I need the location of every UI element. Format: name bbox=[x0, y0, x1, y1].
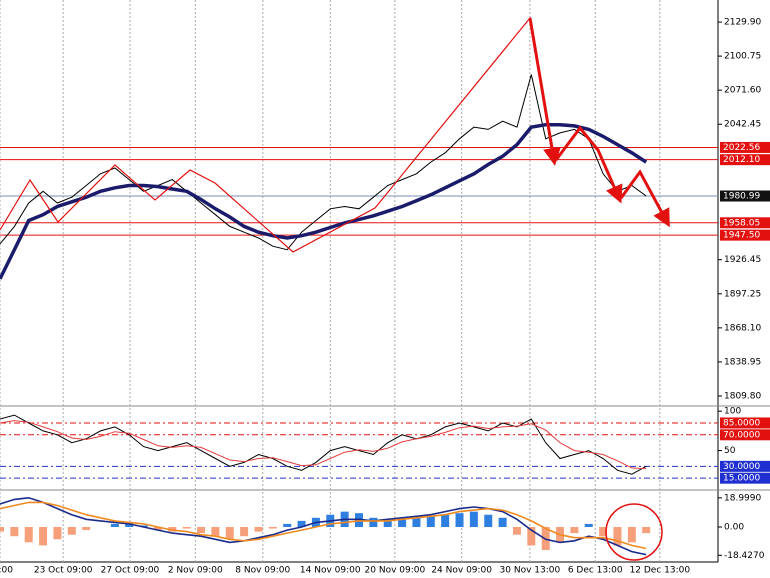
histogram-bar bbox=[412, 517, 421, 527]
level-label-box bbox=[720, 417, 770, 429]
histogram-bar bbox=[0, 527, 4, 532]
histogram-bar bbox=[570, 527, 579, 534]
level-label: 1980.99 bbox=[723, 192, 760, 202]
y-tick-label: 2042.45 bbox=[724, 120, 761, 130]
y-tick-label: 2071.60 bbox=[724, 86, 761, 96]
histogram-bar bbox=[225, 527, 234, 540]
level-label: 1958.05 bbox=[723, 218, 760, 228]
y-tick-label: 0.00 bbox=[724, 523, 744, 533]
y-tick-label: 1838.95 bbox=[724, 357, 761, 367]
level-label-box bbox=[720, 217, 770, 229]
level-label-box bbox=[720, 154, 770, 166]
series-line bbox=[0, 501, 647, 550]
level-label: 2012.10 bbox=[723, 155, 760, 165]
level-label: 30.0000 bbox=[723, 462, 760, 472]
x-tick-label: 12 Dec 13:00 bbox=[630, 566, 691, 576]
x-tick-label: 09:00 bbox=[0, 566, 13, 576]
level-label: 1947.50 bbox=[723, 231, 760, 241]
histogram-bar bbox=[613, 527, 622, 546]
histogram-bar bbox=[153, 527, 162, 531]
histogram-bar bbox=[426, 516, 435, 527]
zigzag bbox=[0, 16, 554, 253]
x-tick-label: 23 Oct 09:00 bbox=[34, 566, 93, 576]
level-label: 70.0000 bbox=[723, 430, 760, 440]
level-label-box bbox=[720, 472, 770, 484]
histogram-bar bbox=[584, 523, 593, 527]
histogram-bar bbox=[197, 527, 206, 534]
highlight-circle bbox=[605, 503, 663, 561]
y-tick-label: 50 bbox=[724, 446, 736, 456]
level-label-box bbox=[720, 141, 770, 153]
series-line bbox=[0, 74, 647, 251]
y-tick-label: 18.9990 bbox=[724, 493, 761, 503]
histogram-bar bbox=[268, 527, 277, 529]
y-tick-label: 2129.90 bbox=[724, 18, 761, 28]
histogram-bar bbox=[527, 527, 536, 546]
x-tick-label: 24 Nov 09:00 bbox=[431, 566, 492, 576]
x-tick-label: 30 Nov 13:00 bbox=[500, 566, 561, 576]
histogram-bar bbox=[369, 517, 378, 527]
histogram-bar bbox=[211, 527, 220, 537]
level-label: 85.0000 bbox=[723, 418, 760, 428]
level-label-box bbox=[720, 460, 770, 472]
histogram-bar bbox=[297, 520, 306, 527]
y-tick-label: -18.4270 bbox=[724, 551, 765, 561]
histogram-bar bbox=[383, 520, 392, 527]
level-label: 2022.56 bbox=[723, 143, 760, 153]
series-line bbox=[0, 420, 647, 470]
y-tick-label: 1868.10 bbox=[724, 323, 761, 333]
level-label-box bbox=[720, 429, 770, 441]
series-line bbox=[0, 414, 647, 475]
y-tick-label: 1897.25 bbox=[724, 289, 761, 299]
x-tick-label: 2 Nov 09:00 bbox=[168, 566, 223, 576]
histogram-bar bbox=[53, 527, 62, 540]
histogram-bar bbox=[182, 527, 191, 529]
zigzag-annotation bbox=[0, 16, 670, 253]
histogram-bar bbox=[82, 527, 91, 531]
series-line bbox=[0, 496, 647, 556]
histogram-bar bbox=[642, 527, 651, 534]
x-tick-label: 20 Nov 09:00 bbox=[365, 566, 426, 576]
histogram-bar bbox=[283, 523, 292, 527]
level-label-box bbox=[720, 229, 770, 241]
histogram-bar bbox=[484, 514, 493, 527]
histogram-bar bbox=[240, 527, 249, 537]
histogram-bar bbox=[469, 511, 478, 527]
y-tick-label: 1809.80 bbox=[724, 391, 761, 401]
histogram-bar bbox=[24, 527, 33, 543]
y-tick-label: 100 bbox=[724, 407, 741, 417]
x-tick-label: 14 Nov 09:00 bbox=[300, 566, 361, 576]
arrow bbox=[528, 17, 561, 166]
histogram-bar bbox=[398, 519, 407, 527]
histogram-bar bbox=[67, 527, 76, 535]
series-line bbox=[0, 122, 648, 280]
histogram-bar bbox=[10, 527, 19, 537]
level-label: 15.0000 bbox=[723, 474, 760, 484]
x-tick-label: 6 Dec 13:00 bbox=[568, 566, 623, 576]
histogram-bar bbox=[254, 527, 263, 532]
histogram-bar bbox=[441, 514, 450, 527]
histogram-bar bbox=[39, 527, 48, 546]
level-label-box bbox=[720, 190, 770, 202]
histogram-bar bbox=[512, 527, 521, 535]
histogram-bar bbox=[498, 517, 507, 527]
histogram-bar bbox=[627, 527, 636, 543]
y-tick-label: 2100.75 bbox=[724, 52, 761, 62]
arrow bbox=[554, 125, 623, 204]
x-tick-label: 27 Oct 09:00 bbox=[101, 566, 160, 576]
arrow bbox=[619, 169, 670, 228]
histogram-bar bbox=[455, 513, 464, 527]
histogram-bar bbox=[110, 523, 119, 527]
histogram-bar bbox=[599, 527, 608, 537]
y-tick-label: 1926.45 bbox=[724, 255, 761, 265]
x-tick-label: 8 Nov 09:00 bbox=[235, 566, 290, 576]
